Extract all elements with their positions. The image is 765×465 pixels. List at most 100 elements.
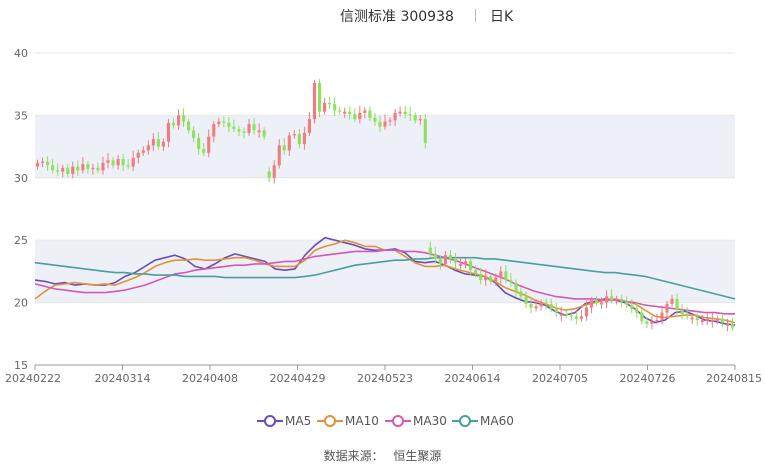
candle-body <box>504 271 508 281</box>
candle-body <box>479 273 483 281</box>
candle-body <box>46 161 50 166</box>
candle-body <box>101 162 105 171</box>
candle-body <box>413 115 417 121</box>
candle-body <box>484 276 488 281</box>
candle-body <box>348 111 352 115</box>
candle-body <box>635 308 639 313</box>
legend-circle-icon <box>459 415 471 427</box>
candle-body <box>464 261 468 264</box>
candle-body <box>408 114 412 116</box>
legend-label: MA30 <box>413 414 447 428</box>
candle-body <box>383 121 387 127</box>
chart-title: 信测标准 300938 <box>340 9 454 25</box>
legend-label: MA60 <box>480 414 514 428</box>
candle-body <box>559 313 563 316</box>
candle-body <box>494 277 498 282</box>
candle-body <box>423 119 427 143</box>
candle-body <box>655 320 659 322</box>
candle-body <box>474 270 478 274</box>
legend-item-ma30[interactable]: MA30 <box>385 413 451 429</box>
candle-body <box>519 291 523 297</box>
source-name: 恒生聚源 <box>393 449 442 463</box>
x-tick-label: 20240222 <box>5 372 61 385</box>
candle-body <box>111 160 115 166</box>
x-tick-label: 20240429 <box>270 372 326 385</box>
candle-body <box>534 306 538 309</box>
candle-body <box>182 115 186 122</box>
candle-body <box>116 159 120 166</box>
period-label[interactable]: 日K <box>490 9 514 25</box>
candle-body <box>630 305 634 309</box>
candle-body <box>156 139 160 147</box>
candle-body <box>287 135 291 151</box>
candle-body <box>317 82 322 112</box>
header-separator <box>475 9 476 22</box>
candle-body <box>453 258 458 263</box>
candle-body <box>443 255 447 264</box>
candle-body <box>564 313 568 316</box>
moving-average-lines <box>34 236 736 326</box>
candle-body <box>302 132 306 145</box>
candle-body <box>660 312 664 321</box>
candle-body <box>705 318 709 321</box>
candle-body <box>433 253 437 259</box>
candle-body <box>262 130 266 137</box>
x-tick-label: 20240815 <box>706 372 762 385</box>
candle-body <box>282 145 286 151</box>
candle-body <box>227 122 231 127</box>
candle-body <box>418 119 422 121</box>
candle-body <box>448 255 453 259</box>
candle-body <box>569 315 573 317</box>
price-band-lower <box>35 241 735 303</box>
candle-body <box>680 310 684 314</box>
candle-body <box>675 298 679 311</box>
candle-body <box>695 317 699 321</box>
candle-body <box>277 145 281 166</box>
candle-body <box>529 303 533 308</box>
candle-body <box>267 171 271 178</box>
y-tick-label: 30 <box>14 172 28 185</box>
legend-item-ma60[interactable]: MA60 <box>452 413 518 429</box>
candle-body <box>509 280 513 283</box>
y-tick-label: 25 <box>14 234 28 247</box>
candle-body <box>620 298 624 302</box>
candle-body <box>358 112 362 120</box>
candle-body <box>328 102 332 105</box>
candle-body <box>197 137 201 150</box>
candle-body <box>650 321 654 324</box>
candle-body <box>524 296 528 304</box>
candle-body <box>176 115 181 126</box>
y-tick-label: 20 <box>14 297 28 310</box>
legend-item-ma5[interactable]: MA5 <box>257 413 317 429</box>
candle-body <box>272 165 276 178</box>
candle-body <box>579 316 583 319</box>
candle-body <box>212 124 216 137</box>
legend-item-ma10[interactable]: MA10 <box>317 413 383 429</box>
candle-body <box>312 82 317 120</box>
candle-body <box>217 121 221 125</box>
candle-body <box>373 117 377 122</box>
candle-body <box>121 159 125 166</box>
candle-body <box>171 122 176 126</box>
candle-body <box>599 302 604 305</box>
candle-body <box>71 166 75 175</box>
candle-body <box>106 160 110 163</box>
candle-body <box>605 296 609 303</box>
candle-body <box>554 308 558 313</box>
candle-body <box>514 282 518 292</box>
legend-label: MA5 <box>285 414 312 428</box>
x-tick-label: 20240408 <box>182 372 238 385</box>
candle-body <box>720 318 724 323</box>
candle-body <box>86 164 90 170</box>
x-tick-label: 20240726 <box>620 372 676 385</box>
x-axis: 20240222 20240314 20240408 20240429 20240523… <box>5 364 762 385</box>
candle-body <box>66 167 70 175</box>
candles <box>35 78 735 332</box>
candle-body <box>161 141 165 147</box>
legend-circle-icon <box>264 415 276 427</box>
candle-body <box>202 149 206 153</box>
candle-body <box>151 139 155 146</box>
candle-body <box>549 303 553 309</box>
candle-body <box>393 112 397 121</box>
